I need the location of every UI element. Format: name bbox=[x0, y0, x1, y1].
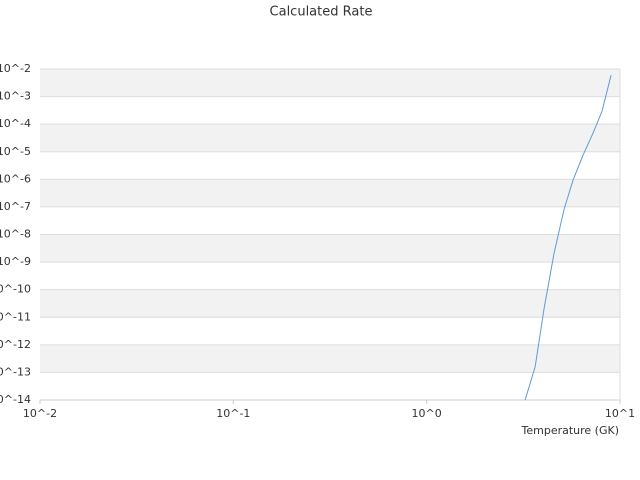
y-tick-label: 10^-6 bbox=[0, 172, 31, 185]
y-tick-label: 10^-5 bbox=[0, 145, 31, 158]
y-tick-label: 10^-3 bbox=[0, 90, 31, 103]
band bbox=[40, 289, 620, 318]
y-tick-label: 10^-9 bbox=[0, 255, 31, 268]
band bbox=[40, 179, 620, 207]
x-tick-label: 10^-1 bbox=[216, 407, 250, 420]
y-tick-label: 10^-7 bbox=[0, 200, 31, 213]
y-tick-label: 10^-4 bbox=[0, 117, 31, 130]
data-line bbox=[524, 74, 612, 401]
y-tick-label: 10^-8 bbox=[0, 228, 31, 241]
plot-area bbox=[39, 68, 621, 404]
y-tick-label: 10^-10 bbox=[0, 283, 31, 296]
y-tick-label: 10^-12 bbox=[0, 338, 31, 351]
x-tick-label: 10^0 bbox=[412, 407, 442, 420]
y-tick-label: 10^-14 bbox=[0, 393, 31, 406]
chart-title: Calculated Rate bbox=[270, 5, 373, 20]
band bbox=[40, 234, 620, 263]
y-tick-label: 10^-11 bbox=[0, 310, 31, 323]
x-tick-label: 10^-2 bbox=[23, 407, 57, 420]
y-tick-label: 10^-2 bbox=[0, 62, 31, 75]
band bbox=[40, 69, 620, 97]
band bbox=[40, 344, 620, 373]
y-tick-label: 10^-13 bbox=[0, 365, 31, 378]
band bbox=[40, 124, 620, 152]
x-axis-label: Temperature (GK) bbox=[521, 424, 620, 437]
x-tick-label: 10^1 bbox=[605, 407, 635, 420]
